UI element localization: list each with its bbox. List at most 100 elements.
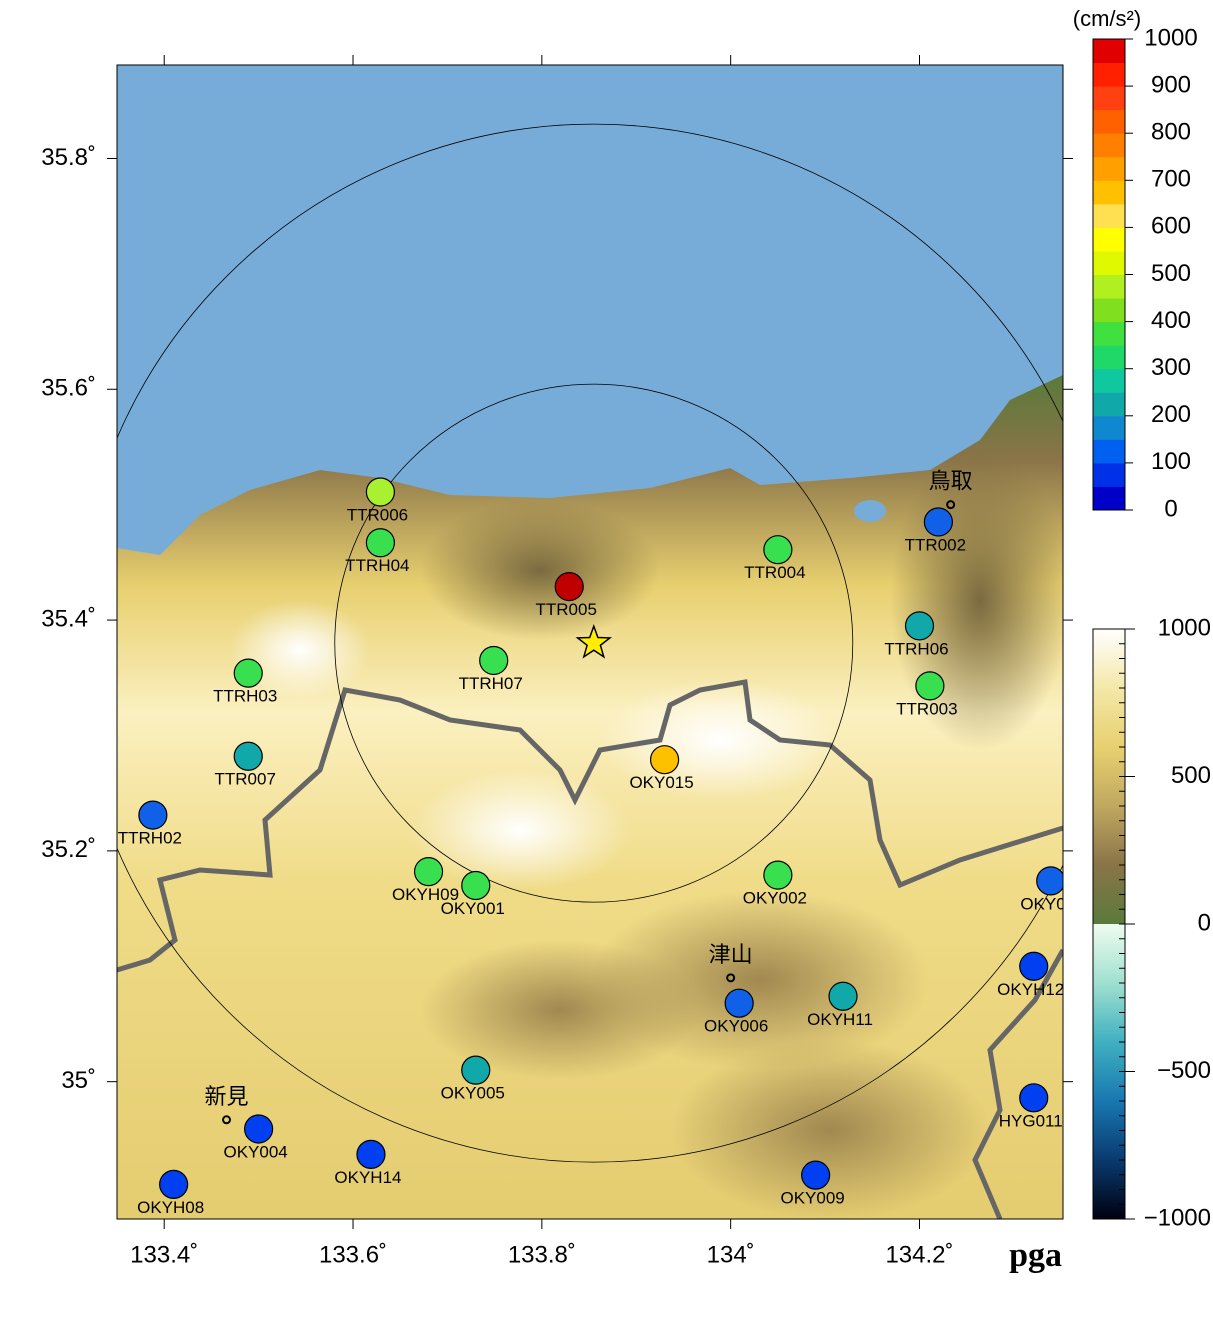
station-marker [763, 535, 793, 565]
colorbar-tick-label: 500 [1151, 260, 1191, 287]
map-title: pga [1009, 1237, 1062, 1274]
station-label: TTR007 [215, 770, 276, 789]
station-label: OKYH11 [807, 1010, 873, 1029]
y-tick-label: 35.8˚ [41, 144, 96, 171]
colorbar-tick-label: 500 [1171, 762, 1211, 789]
colorbar-band [1093, 227, 1125, 252]
city-label: 鳥取 [929, 470, 973, 495]
station-label: OKY006 [704, 1017, 768, 1036]
x-tick-label: 133.4˚ [130, 1241, 198, 1268]
colorbar-tick-label: −500 [1157, 1057, 1211, 1084]
colorbar-tick-label: 0 [1198, 909, 1211, 936]
colorbar-band [1093, 321, 1125, 346]
lake [854, 500, 886, 522]
station-marker [233, 658, 263, 688]
station-label: OKYH08 [137, 1198, 204, 1217]
station-label: OKYH14 [334, 1168, 401, 1187]
station-marker [923, 507, 953, 537]
colorbar-title: (cm/s²) [1073, 6, 1141, 31]
colorbar-band [1093, 274, 1125, 299]
colorbar-band [1093, 109, 1125, 134]
x-tick-label: 133.6˚ [319, 1241, 387, 1268]
y-tick-label: 35.4˚ [41, 605, 96, 632]
station-marker [244, 1114, 274, 1144]
colorbar-tick-label: 100 [1151, 448, 1191, 475]
distance-circle [117, 123, 1063, 1163]
station-label: OKYH09 [392, 885, 459, 904]
station-marker [365, 528, 396, 558]
y-tick-label: 35.2˚ [41, 836, 96, 863]
station-marker [915, 671, 945, 701]
colorbar-band [1093, 462, 1125, 487]
x-tick-label: 134˚ [707, 1241, 755, 1268]
station-label: TTRH06 [884, 639, 948, 658]
station-marker [461, 870, 491, 901]
station-label: OKY00 [1020, 894, 1075, 913]
station-label: OKYH12 [997, 980, 1064, 999]
station-marker [1036, 866, 1063, 896]
station-label: TTRH02 [118, 829, 182, 848]
colorbar-tick-label: 600 [1151, 213, 1191, 240]
colorbar-band [1093, 39, 1125, 64]
station-marker [649, 745, 680, 775]
x-tick-label: 134.2˚ [885, 1241, 953, 1268]
station-marker [356, 1139, 386, 1169]
terrain [670, 1040, 990, 1219]
colorbar-band [1093, 86, 1125, 111]
prefecture-border [972, 948, 1063, 1219]
terrain [420, 940, 700, 1080]
colorbar-tick-label: 400 [1151, 307, 1191, 334]
colorbar-tick-label: 1000 [1158, 614, 1211, 641]
station-marker [413, 857, 444, 887]
city-marker [222, 1115, 232, 1125]
city-label: 津山 [709, 943, 753, 968]
station-label: TTR006 [347, 505, 408, 524]
station-label: TTR002 [905, 535, 966, 554]
station-label: OKY001 [441, 899, 505, 918]
city-marker [946, 500, 956, 510]
station-marker [554, 572, 584, 602]
station-marker [763, 860, 793, 890]
station-marker [479, 645, 509, 676]
colorbar-band [1093, 486, 1125, 511]
station-marker [1019, 1083, 1049, 1113]
epicenter [575, 624, 612, 659]
map-frame [116, 64, 1064, 1220]
colorbar-tick-label: 200 [1151, 401, 1191, 428]
station-label: OKY015 [629, 773, 693, 792]
colorbar-band [1093, 133, 1125, 158]
station-marker [828, 981, 858, 1011]
colorbar-band [1093, 439, 1125, 464]
terrain [230, 600, 370, 700]
station-label: TTRH07 [459, 674, 523, 693]
station-marker [461, 1055, 491, 1085]
station-label: OKY009 [781, 1189, 845, 1208]
colorbar-tick-label: 900 [1151, 71, 1191, 98]
station-label: TTR005 [536, 600, 597, 619]
station-label: OKY005 [441, 1084, 505, 1103]
station-marker [1019, 951, 1049, 981]
station-label: TTR004 [744, 563, 805, 582]
colorbar-tick-label: 700 [1151, 166, 1191, 193]
station-marker [904, 611, 935, 641]
station-marker [801, 1160, 831, 1190]
colorbar-band [1093, 415, 1125, 440]
colorbar-band [1093, 156, 1125, 181]
colorbar-band [1093, 203, 1125, 228]
station-label: HYG011 [999, 1111, 1063, 1130]
y-tick-label: 35.6˚ [41, 375, 96, 402]
colorbar-band [1093, 180, 1125, 205]
city-label: 新見 [205, 1085, 249, 1110]
colorbar-band [1093, 62, 1125, 87]
colorbar-band [1093, 250, 1125, 275]
station-label: TTRH04 [345, 556, 409, 575]
colorbar-band [1093, 368, 1125, 393]
colorbar-tick-label: −1000 [1144, 1204, 1211, 1231]
colorbar-tick-label: 0 [1164, 495, 1177, 522]
station-label: TTR003 [896, 699, 957, 718]
colorbar-band [1093, 298, 1125, 323]
station-marker [159, 1169, 189, 1199]
station-marker [365, 477, 396, 507]
